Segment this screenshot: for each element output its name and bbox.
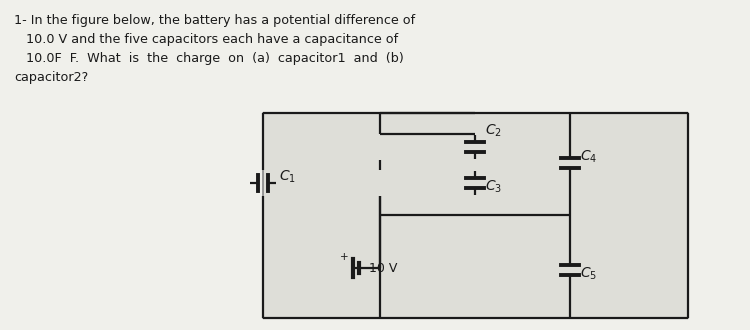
Text: +: + [340,252,348,262]
Text: $C_3$: $C_3$ [485,179,502,195]
Text: $C_1$: $C_1$ [279,169,296,185]
Text: 1- In the figure below, the battery has a potential difference of: 1- In the figure below, the battery has … [14,14,416,27]
Text: $C_2$: $C_2$ [485,123,502,139]
Text: $C_4$: $C_4$ [580,149,597,165]
Text: $C_5$: $C_5$ [580,266,597,282]
Bar [263,113,688,318]
Text: 10 V: 10 V [369,262,398,276]
Text: 10.0F  F.  What  is  the  charge  on  (a)  capacitor1  and  (b): 10.0F F. What is the charge on (a) capac… [26,52,404,65]
Text: capacitor2?: capacitor2? [14,71,88,84]
Text: 10.0 V and the five capacitors each have a capacitance of: 10.0 V and the five capacitors each have… [26,33,398,46]
